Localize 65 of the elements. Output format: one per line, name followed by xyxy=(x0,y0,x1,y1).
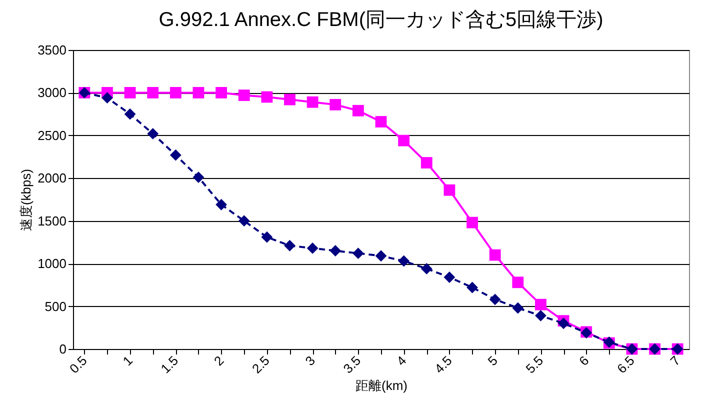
point xyxy=(444,272,456,283)
point xyxy=(489,294,501,306)
point xyxy=(102,92,113,104)
x-tick-label: 1.5 xyxy=(158,352,182,376)
point xyxy=(512,276,524,288)
point xyxy=(147,87,159,98)
point xyxy=(261,231,273,243)
x-tick-label: 2.5 xyxy=(248,352,272,376)
point xyxy=(330,245,342,256)
y-tick-label: 1000 xyxy=(38,256,66,272)
x-axis-title: 距離(km) xyxy=(356,378,408,394)
x-tick-label: 1 xyxy=(120,352,136,369)
y-tick-label: 2500 xyxy=(38,128,66,143)
x-tick-label: 0.5 xyxy=(66,352,90,376)
x-tick-label: 3 xyxy=(302,352,318,369)
x-tick-label: 4 xyxy=(394,352,410,369)
point xyxy=(124,87,136,98)
y-tick-label: 3000 xyxy=(38,85,66,100)
point xyxy=(238,215,250,227)
point xyxy=(535,310,546,322)
point xyxy=(466,216,478,228)
point xyxy=(466,282,478,294)
y-tick-label: 0 xyxy=(59,342,66,356)
y-tick-label: 500 xyxy=(44,298,66,314)
x-tick-label: 3.5 xyxy=(340,352,364,376)
point xyxy=(489,249,501,261)
point xyxy=(420,157,432,168)
point xyxy=(330,98,342,110)
point xyxy=(375,250,387,262)
point xyxy=(238,90,250,101)
chart-title: G.992.1 Annex.C FBM(同一カッド含む5回線干渉) xyxy=(158,9,604,31)
x-tick-label: 7 xyxy=(667,352,684,369)
point xyxy=(375,116,387,128)
point xyxy=(192,87,204,98)
point xyxy=(306,242,318,254)
point xyxy=(261,91,273,103)
point xyxy=(420,262,432,274)
point xyxy=(216,87,227,98)
x-tick-label: 2 xyxy=(211,352,227,369)
point xyxy=(124,108,136,120)
x-tick-label: 5.5 xyxy=(522,352,546,376)
point xyxy=(170,87,182,98)
point xyxy=(352,104,364,116)
point xyxy=(398,255,410,267)
x-tick-label: 6.5 xyxy=(614,352,638,376)
x-tick-label: 5 xyxy=(484,352,501,369)
y-tick-label: 3500 xyxy=(38,42,66,58)
x-tick-label: 6 xyxy=(576,352,592,369)
point xyxy=(535,298,546,310)
point xyxy=(512,302,524,314)
point xyxy=(444,184,456,196)
y-tick-label: 2000 xyxy=(38,170,66,186)
point xyxy=(147,128,159,140)
point xyxy=(306,96,318,108)
point xyxy=(558,318,570,330)
y-axis-title: 速度(kbps) xyxy=(18,168,34,232)
y-tick-label: 1500 xyxy=(38,213,66,228)
point xyxy=(352,248,364,260)
point xyxy=(398,134,410,146)
point xyxy=(284,240,296,252)
x-tick-label: 4.5 xyxy=(432,352,455,376)
point xyxy=(284,94,296,106)
point xyxy=(216,198,227,210)
point xyxy=(170,149,182,161)
point xyxy=(192,172,204,183)
